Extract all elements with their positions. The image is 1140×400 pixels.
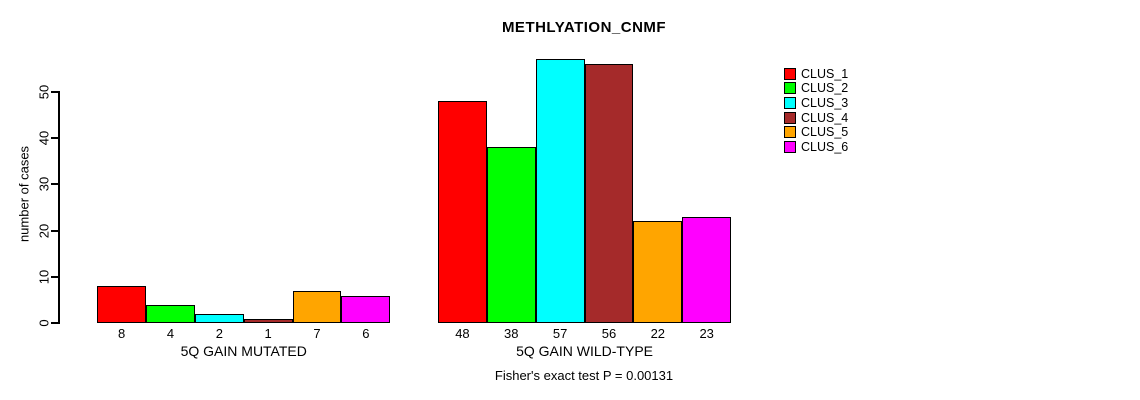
bar-clus_2-group1 bbox=[146, 304, 195, 324]
y-tick bbox=[51, 275, 59, 278]
legend-swatch bbox=[784, 111, 796, 124]
legend-swatch bbox=[784, 67, 796, 80]
chart-title: METHLYATION_CNMF bbox=[501, 19, 667, 36]
bar-clus_6-group1 bbox=[341, 295, 391, 324]
bar-value-label: 1 bbox=[264, 326, 272, 341]
y-tick-label: 20 bbox=[36, 223, 52, 238]
legend-item: CLUS_5 bbox=[784, 125, 848, 140]
bar-clus_4-group1 bbox=[243, 318, 293, 324]
legend-item: CLUS_4 bbox=[784, 110, 848, 125]
bar-value-label: 48 bbox=[455, 326, 470, 341]
fisher-test-annotation: Fisher's exact test P = 0.00131 bbox=[494, 368, 674, 383]
legend-label: CLUS_2 bbox=[801, 81, 849, 96]
group-label: 5Q GAIN MUTATED bbox=[180, 343, 307, 359]
bar-value-label: 57 bbox=[552, 326, 568, 341]
legend-item: CLUS_3 bbox=[784, 95, 848, 110]
y-tick bbox=[51, 229, 59, 232]
bar-clus_5-group1 bbox=[292, 290, 342, 324]
bar-value-label: 4 bbox=[166, 326, 175, 341]
y-tick-label: 30 bbox=[36, 177, 52, 192]
bar-value-label: 38 bbox=[504, 326, 519, 341]
y-tick-label: 50 bbox=[36, 84, 52, 99]
legend-label: CLUS_4 bbox=[801, 110, 849, 125]
bar-value-label: 7 bbox=[313, 326, 321, 341]
legend-label: CLUS_6 bbox=[801, 139, 849, 154]
y-tick-label: 0 bbox=[36, 319, 52, 327]
legend-swatch bbox=[784, 140, 796, 153]
bar-value-label: 56 bbox=[601, 326, 617, 341]
bar-clus_5-group2 bbox=[633, 221, 683, 324]
y-tick-label: 40 bbox=[36, 130, 52, 146]
legend-item: CLUS_2 bbox=[784, 81, 848, 96]
y-axis-line bbox=[58, 91, 60, 324]
bar-clus_4-group2 bbox=[584, 63, 634, 324]
y-tick bbox=[51, 90, 59, 93]
bar-value-label: 23 bbox=[699, 326, 714, 341]
y-tick bbox=[51, 183, 59, 186]
bar-value-label: 8 bbox=[117, 326, 126, 341]
bar-clus_2-group2 bbox=[486, 147, 536, 324]
legend-label: CLUS_5 bbox=[801, 125, 849, 140]
bar-value-label: 2 bbox=[215, 326, 223, 341]
bar-clus_1-group2 bbox=[438, 100, 487, 324]
legend-item: CLUS_6 bbox=[784, 139, 848, 154]
legend-swatch bbox=[784, 126, 796, 139]
legend-swatch bbox=[784, 82, 796, 95]
legend-label: CLUS_3 bbox=[801, 95, 849, 110]
legend-swatch bbox=[784, 96, 796, 109]
bar-value-label: 6 bbox=[362, 326, 370, 341]
legend-label: CLUS_1 bbox=[801, 66, 849, 81]
legend-item: CLUS_1 bbox=[784, 66, 848, 81]
bar-clus_6-group2 bbox=[682, 216, 732, 324]
group-label: 5Q GAIN WILD-TYPE bbox=[516, 343, 653, 359]
y-tick-label: 10 bbox=[36, 269, 52, 285]
bar-clus_3-group1 bbox=[194, 314, 244, 324]
bar-clus_1-group1 bbox=[97, 286, 147, 324]
y-axis-title: number of cases bbox=[16, 145, 32, 243]
bar-value-label: 22 bbox=[650, 326, 666, 341]
bar-clus_3-group2 bbox=[535, 59, 585, 324]
y-tick bbox=[51, 322, 59, 325]
y-tick bbox=[51, 137, 59, 140]
